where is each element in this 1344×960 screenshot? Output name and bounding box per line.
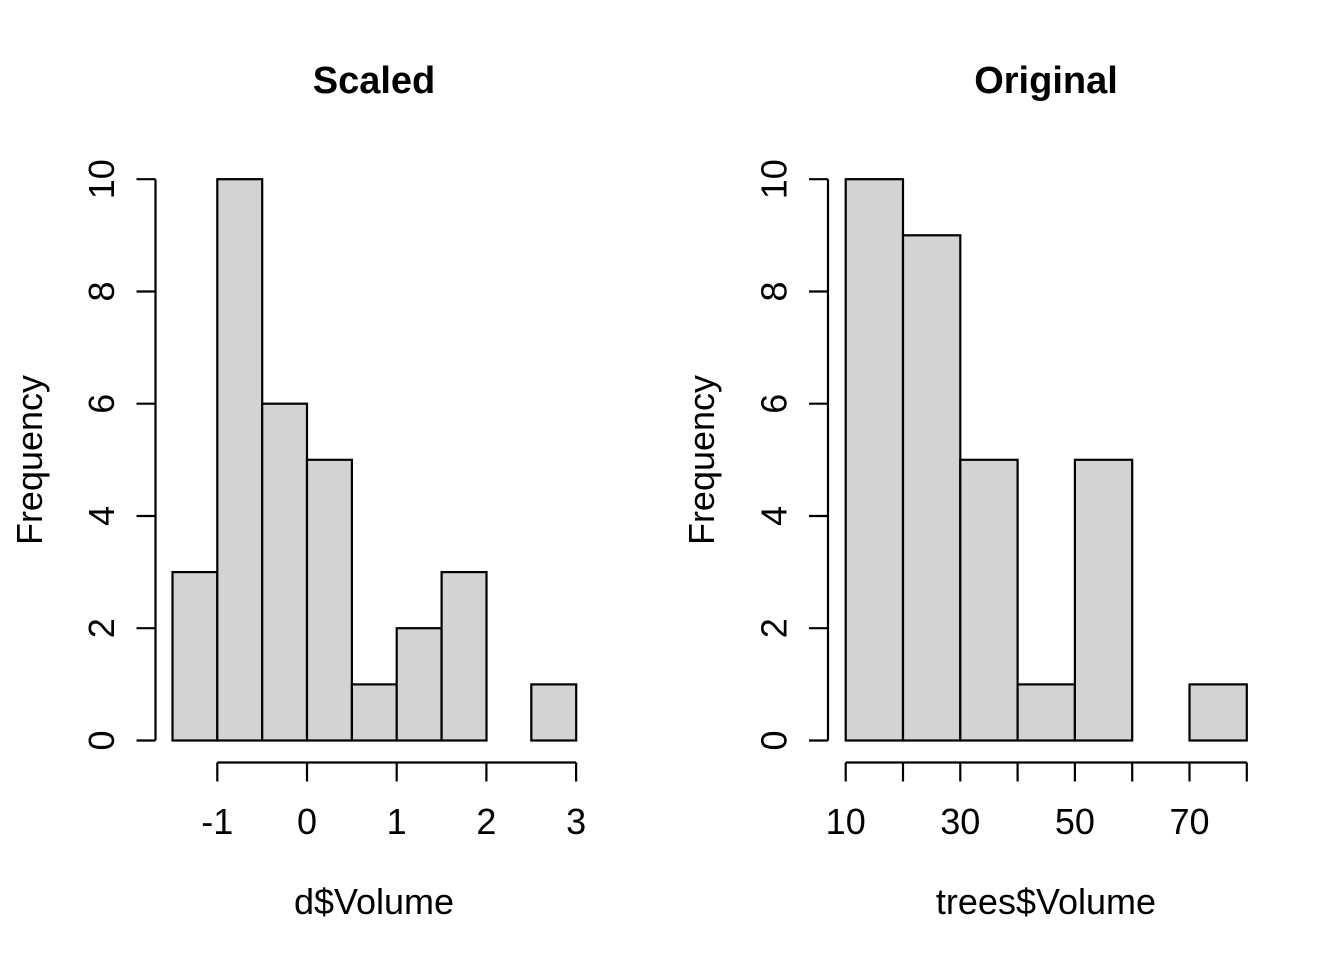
y-axis-title: Frequency [9, 375, 50, 545]
histogram-bar [216, 178, 264, 742]
histogram-bar [440, 570, 488, 742]
y-tick-label: 2 [81, 618, 122, 638]
y-tick-label: 4 [754, 506, 795, 526]
histogram-bar [901, 234, 962, 742]
y-tick-label: 8 [754, 281, 795, 301]
y-tick-label: 8 [81, 281, 122, 301]
histogram-bar [171, 570, 219, 742]
x-tick-label: 10 [826, 801, 866, 842]
x-tick-label: 50 [1055, 801, 1095, 842]
chart-title: Scaled [313, 60, 436, 102]
histogram-bar [1016, 683, 1076, 742]
x-axis-title: trees$Volume [936, 881, 1156, 922]
histogram-scaled: Scaled d$Volume Frequency -1 0 1 2 3 0 2 4 6 8 10 [9, 60, 586, 922]
histogram-bar [1188, 683, 1248, 742]
y-tick-label: 0 [81, 730, 122, 750]
y-tick-label: 10 [81, 159, 122, 199]
x-tick-label: 0 [297, 801, 317, 842]
x-axis: -1 0 1 2 3 [201, 761, 586, 842]
y-tick-label: 0 [754, 730, 795, 750]
histogram-bar [844, 178, 905, 742]
chart-title: Original [974, 60, 1118, 102]
x-tick-label: 3 [566, 801, 586, 842]
histogram-bar [1073, 458, 1134, 742]
x-axis-title: d$Volume [294, 881, 454, 922]
x-tick-label: 30 [940, 801, 980, 842]
x-tick-label: 70 [1169, 801, 1209, 842]
y-tick-label: 6 [81, 394, 122, 414]
y-tick-label: 2 [754, 618, 795, 638]
y-axis-title: Frequency [681, 375, 722, 545]
y-axis: 0 2 4 6 8 10 [754, 159, 830, 751]
histogram-bar [350, 683, 398, 742]
x-axis: 10 30 50 70 [826, 761, 1248, 842]
x-tick-label: 1 [387, 801, 407, 842]
y-tick-label: 6 [754, 394, 795, 414]
x-tick-label: -1 [201, 801, 233, 842]
y-axis: 0 2 4 6 8 10 [81, 159, 157, 751]
histogram-bar [395, 627, 443, 742]
y-tick-label: 4 [81, 506, 122, 526]
bars [171, 178, 578, 742]
histogram-bar [959, 458, 1019, 742]
histogram-bar [305, 458, 354, 742]
histogram-bar [530, 683, 578, 742]
bars [844, 178, 1248, 742]
histogram-original: Original trees$Volume Frequency 10 30 50 70… [681, 60, 1248, 922]
histogram-bar [261, 402, 309, 742]
y-tick-label: 10 [754, 159, 795, 199]
x-tick-label: 2 [476, 801, 496, 842]
